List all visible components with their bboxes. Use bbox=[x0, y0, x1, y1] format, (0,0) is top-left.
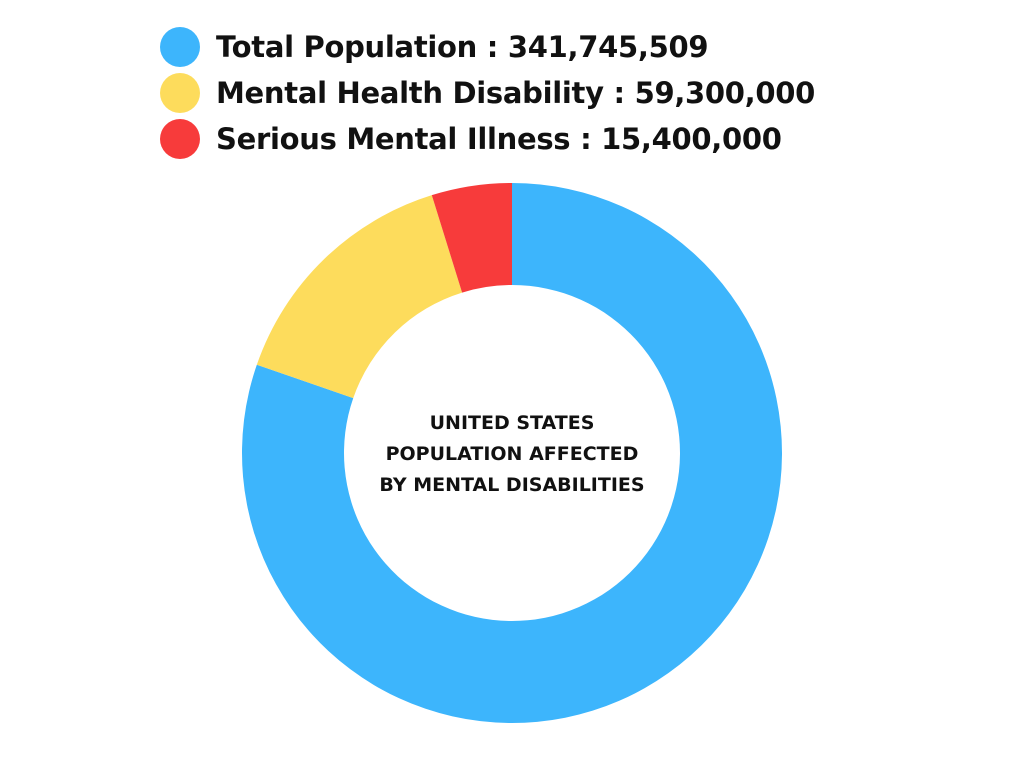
donut-slice-serious-mental-illness bbox=[431, 183, 512, 293]
legend-swatch-serious-mental-illness bbox=[160, 119, 200, 159]
center-label-line-2: POPULATION AFFECTED bbox=[385, 443, 639, 465]
center-label-line-1: UNITED STATES bbox=[429, 412, 595, 434]
legend-label-mental-health-disability: Mental Health Disability : 59,300,000 bbox=[216, 76, 816, 110]
legend-label-serious-mental-illness: Serious Mental Illness : 15,400,000 bbox=[216, 122, 782, 156]
legend-swatch-mental-health-disability bbox=[160, 73, 200, 113]
donut-center-label: UNITED STATES POPULATION AFFECTED BY MEN… bbox=[352, 408, 672, 501]
donut-slice-mental-health-disability bbox=[256, 195, 463, 399]
chart-legend: Total Population : 341,745,509 Mental He… bbox=[160, 24, 860, 162]
donut-slice-total-population bbox=[242, 183, 782, 723]
legend-item-total-population: Total Population : 341,745,509 bbox=[160, 24, 860, 70]
legend-item-serious-mental-illness: Serious Mental Illness : 15,400,000 bbox=[160, 116, 860, 162]
legend-label-total-population: Total Population : 341,745,509 bbox=[216, 30, 709, 64]
legend-item-mental-health-disability: Mental Health Disability : 59,300,000 bbox=[160, 70, 860, 116]
center-label-line-3: BY MENTAL DISABILITIES bbox=[379, 474, 645, 496]
legend-swatch-total-population bbox=[160, 27, 200, 67]
